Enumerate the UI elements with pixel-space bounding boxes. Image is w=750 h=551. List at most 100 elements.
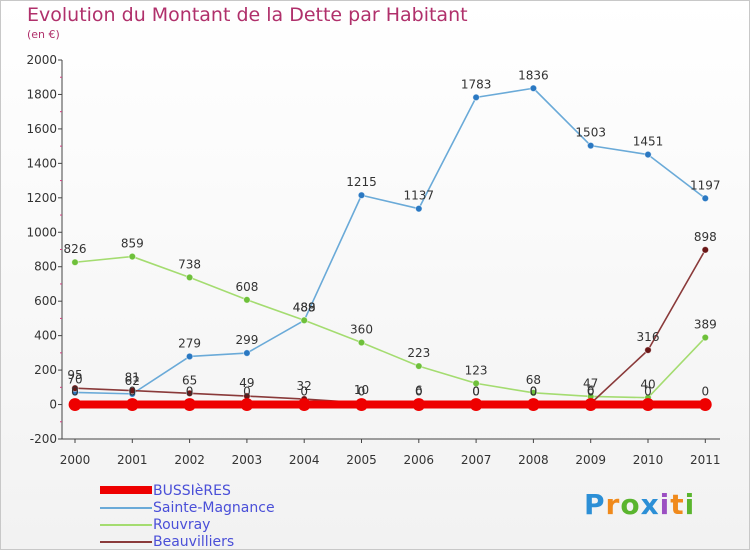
axes: -200020040060080010001200140016001800200…	[26, 53, 720, 467]
legend-swatch	[100, 524, 152, 526]
series-line-sainte-magnance	[74, 87, 707, 395]
data-point	[472, 379, 480, 388]
proxiti-logo: Proxiti	[584, 488, 695, 521]
logo-letter: i	[684, 488, 696, 521]
data-label: 389	[694, 318, 717, 332]
data-label: 859	[121, 237, 144, 251]
data-point	[527, 398, 540, 411]
data-label: 1836	[518, 68, 549, 82]
data-label: 0	[358, 385, 366, 399]
data-point	[300, 316, 308, 325]
data-label: 68	[526, 373, 541, 387]
data-label: 1197	[690, 178, 721, 192]
y-tick-label: 400	[34, 329, 57, 343]
y-tick-label: -200	[30, 432, 57, 446]
data-label: 0	[472, 385, 480, 399]
data-point	[644, 150, 652, 159]
data-point	[701, 333, 709, 342]
data-label: 0	[530, 385, 538, 399]
logo-letter: r	[605, 488, 621, 521]
data-point	[412, 398, 426, 411]
logo-letter: t	[670, 488, 685, 521]
data-label: 65	[182, 373, 197, 387]
data-label: 6	[587, 384, 595, 398]
data-label: 1783	[461, 77, 492, 91]
data-label: 0	[587, 385, 595, 399]
legend-swatch	[100, 507, 152, 509]
data-point	[128, 386, 136, 395]
data-label: 6	[415, 384, 423, 398]
x-tick-label: 2003	[232, 453, 263, 467]
x-tick-label: 2010	[633, 453, 664, 467]
data-point	[472, 93, 480, 102]
y-tick-label: 200	[34, 363, 57, 377]
data-point	[357, 338, 366, 347]
data-point	[128, 252, 136, 261]
data-label: 0	[300, 385, 308, 399]
data-label: 223	[407, 346, 430, 360]
data-label: 0	[128, 385, 136, 399]
data-point	[297, 398, 311, 411]
legend-label: Rouvray	[153, 517, 211, 533]
x-tick-label: 2008	[518, 453, 549, 467]
data-point	[415, 362, 423, 370]
chart-title: Evolution du Montant de la Dette par Hab…	[27, 4, 468, 26]
data-point	[125, 398, 139, 411]
data-point	[641, 398, 655, 411]
data-point	[584, 398, 598, 411]
data-label: 1503	[575, 126, 606, 140]
data-label: 316	[637, 330, 660, 344]
y-tick-label: 1400	[26, 156, 57, 170]
data-point	[71, 258, 79, 266]
x-tick-label: 2005	[346, 453, 377, 467]
logo-letter: P	[584, 488, 606, 521]
data-point	[185, 389, 194, 398]
series-lines	[68, 84, 712, 411]
data-label: 70	[67, 372, 82, 386]
y-tick-label: 1000	[26, 225, 57, 239]
chart-subtitle: (en €)	[27, 28, 60, 41]
data-point	[357, 191, 366, 199]
series-line-rouvray	[74, 255, 707, 399]
data-label: 0	[71, 385, 79, 399]
data-point	[68, 398, 82, 411]
y-tick-label: 1600	[26, 122, 57, 136]
x-tick-label: 2000	[60, 453, 91, 467]
data-label: 299	[235, 333, 258, 347]
data-label: 898	[694, 230, 717, 244]
data-point	[529, 389, 538, 397]
data-label: 738	[178, 257, 201, 271]
data-label: 360	[350, 323, 373, 337]
data-label: 608	[235, 280, 258, 294]
data-label: 95	[67, 368, 82, 382]
data-point	[587, 141, 595, 150]
data-label: 62	[125, 374, 140, 388]
data-label: 0	[243, 385, 251, 399]
logo-letter: i	[659, 488, 671, 521]
data-label: 81	[125, 371, 140, 385]
legend-label: BUSSIèRES	[153, 483, 231, 499]
x-tick-label: 2011	[690, 453, 721, 467]
data-label: 0	[644, 385, 652, 399]
data-label: 826	[64, 242, 87, 256]
data-point	[185, 352, 194, 361]
legend-swatch	[100, 486, 152, 494]
series-line-beauvilliers	[74, 249, 707, 406]
data-label: 1451	[633, 135, 664, 149]
data-point	[644, 346, 652, 354]
data-point	[701, 246, 709, 254]
y-tick-label: 1200	[26, 191, 57, 205]
data-label: 1137	[404, 189, 435, 203]
legend-swatch	[100, 541, 152, 543]
data-point	[415, 204, 423, 213]
data-point	[698, 398, 712, 411]
y-tick-label: 2000	[26, 53, 57, 67]
data-label: 0	[186, 385, 194, 399]
data-point	[240, 398, 254, 411]
x-tick-label: 2007	[461, 453, 492, 467]
data-point	[243, 349, 251, 357]
data-label: 279	[178, 336, 201, 350]
x-tick-label: 2002	[174, 453, 205, 467]
